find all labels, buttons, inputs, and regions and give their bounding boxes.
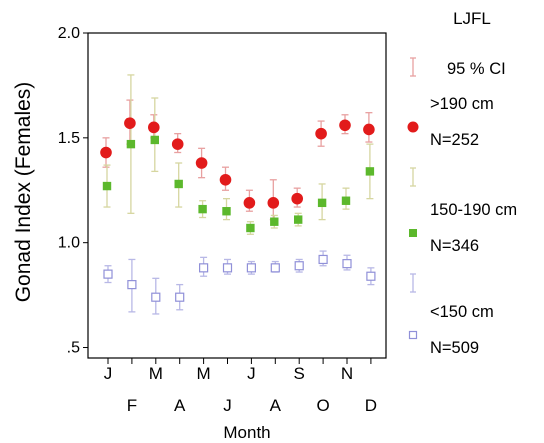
x-tick-label: S xyxy=(294,364,305,383)
x-axis-label: Month xyxy=(223,423,270,442)
x-tick-label: D xyxy=(365,396,377,415)
legend-series-name: >190 cm xyxy=(430,95,494,113)
y-tick-label: 1.0 xyxy=(58,235,80,252)
data-point xyxy=(363,123,375,136)
y-axis-label: Gonad Index (Females) xyxy=(12,82,35,303)
legend-series-count: N=509 xyxy=(430,339,479,357)
legend-marker xyxy=(407,121,419,133)
data-markers xyxy=(100,117,376,302)
data-point xyxy=(342,259,352,269)
data-point xyxy=(151,292,161,302)
data-point xyxy=(246,263,256,273)
data-point xyxy=(341,196,351,205)
data-point xyxy=(171,138,184,150)
data-point xyxy=(148,121,160,134)
legend-marker xyxy=(408,330,418,340)
legend-ci-symbol xyxy=(410,167,416,187)
data-point xyxy=(366,271,376,281)
data-point xyxy=(270,263,280,273)
ci-bar xyxy=(151,97,159,173)
data-point xyxy=(315,127,327,140)
data-point xyxy=(294,215,303,224)
legend-marker xyxy=(409,229,417,237)
x-tick-label: J xyxy=(104,364,113,383)
plot-frame xyxy=(87,32,387,359)
x-tick-label: M xyxy=(149,364,163,383)
legend-ci-symbol xyxy=(410,57,416,77)
data-point xyxy=(124,117,136,129)
x-tick-label: N xyxy=(341,364,353,383)
x-tick-label: M xyxy=(197,364,211,383)
y-tick-label: 2.0 xyxy=(58,25,80,42)
data-point xyxy=(174,179,183,189)
legend-ci-symbol xyxy=(410,273,416,293)
data-point xyxy=(267,197,280,209)
data-point xyxy=(150,135,159,145)
legend-series-name: 150-190 cm xyxy=(430,201,517,219)
x-tick-label: J xyxy=(247,364,256,383)
x-tick-label: F xyxy=(127,396,137,415)
data-point xyxy=(365,167,375,176)
data-point xyxy=(195,157,208,169)
y-tick-label: 1.5 xyxy=(58,130,80,147)
data-point xyxy=(127,280,137,290)
data-point xyxy=(199,263,209,273)
y-tick-label: .5 xyxy=(67,340,80,357)
data-point xyxy=(175,292,185,302)
data-point xyxy=(339,119,351,132)
data-point xyxy=(317,198,327,208)
legend-series-count: N=346 xyxy=(430,237,479,255)
data-point xyxy=(103,269,113,279)
confidence-intervals xyxy=(102,74,375,315)
data-point xyxy=(100,146,112,159)
chart-title: LJFL xyxy=(453,9,491,28)
data-point xyxy=(270,217,279,226)
legend-ci-label: 95 % CI xyxy=(447,60,506,78)
legend: 95 % CI >190 cm N=252 150-190 cm N=346 <150 c… xyxy=(407,57,517,357)
data-point xyxy=(222,263,233,273)
data-point xyxy=(318,254,328,265)
data-point xyxy=(222,207,231,216)
data-point xyxy=(219,173,232,186)
data-point xyxy=(246,223,255,233)
x-tick-label: A xyxy=(270,396,282,415)
data-point xyxy=(291,192,304,205)
y-axis-ticks: .5 1.0 1.5 2.0 xyxy=(58,25,88,357)
data-point xyxy=(198,204,207,214)
legend-series-name: <150 cm xyxy=(430,303,494,321)
x-tick-label: J xyxy=(223,396,232,415)
x-tick-label: O xyxy=(316,396,329,415)
legend-series-count: N=252 xyxy=(430,131,479,149)
data-point xyxy=(294,261,304,271)
data-point xyxy=(102,181,112,191)
data-point xyxy=(243,197,256,209)
x-tick-label: A xyxy=(174,396,186,415)
data-point xyxy=(126,139,136,149)
